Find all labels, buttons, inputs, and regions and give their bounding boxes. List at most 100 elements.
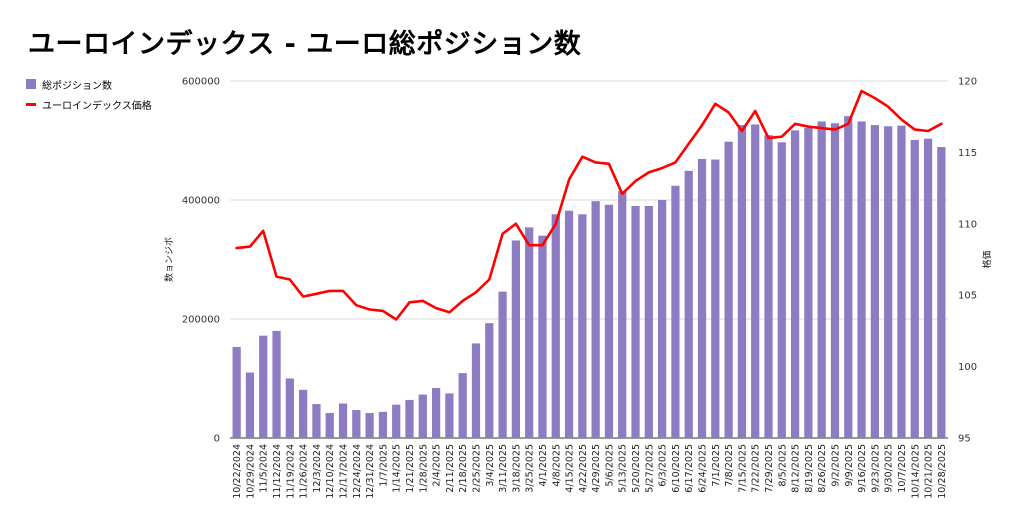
y-axis-left: 0 200000 400000 600000 数ョンジボ <box>163 77 220 445</box>
x-tick-label: 12/10/2024 <box>325 444 336 499</box>
x-tick-label: 9/2/2025 <box>831 444 842 487</box>
y-tick-label-right: 95 <box>958 434 971 445</box>
x-tick-label: 5/20/2025 <box>631 444 642 493</box>
x-tick-label: 8/26/2025 <box>817 444 828 493</box>
x-tick-label: 4/1/2025 <box>538 444 549 487</box>
bar <box>312 404 321 438</box>
legend: 総ポジション数 ユーロインデックス価格 <box>26 74 152 114</box>
y-tick-label-left: 0 <box>214 434 220 445</box>
x-tick-label: 12/3/2024 <box>312 444 323 493</box>
x-tick-label: 4/15/2025 <box>565 444 576 493</box>
x-tick-label: 1/28/2025 <box>418 444 429 493</box>
bar <box>511 240 520 438</box>
x-tick-label: 2/4/2025 <box>432 444 443 487</box>
x-tick-label: 10/14/2025 <box>910 444 921 499</box>
x-tick-label: 5/27/2025 <box>644 444 655 493</box>
x-tick-label: 11/5/2024 <box>259 444 270 493</box>
x-tick-label: 10/28/2025 <box>937 444 948 499</box>
bar <box>458 373 467 438</box>
bar <box>498 291 507 438</box>
bar <box>338 403 348 438</box>
bar <box>485 323 494 438</box>
x-tick-label: 3/18/2025 <box>511 444 522 493</box>
y-tick-label-right: 105 <box>958 291 977 302</box>
bar <box>245 372 255 438</box>
y-tick-label-right: 115 <box>958 148 977 159</box>
x-tick-label: 10/22/2024 <box>232 444 243 499</box>
x-tick-label: 6/10/2025 <box>671 444 682 493</box>
bar <box>405 399 414 438</box>
y-axis-title-right: 格価 <box>981 250 993 268</box>
x-tick-label: 1/7/2025 <box>378 444 389 487</box>
x-tick-label: 7/22/2025 <box>751 444 762 493</box>
bar <box>285 378 294 438</box>
bar <box>591 201 600 438</box>
x-tick-label: 9/30/2025 <box>884 444 895 493</box>
bar <box>658 200 667 438</box>
x-tick-label: 8/12/2025 <box>791 444 802 493</box>
x-tick-label: 6/24/2025 <box>698 444 709 493</box>
legend-item-line: ユーロインデックス価格 <box>26 94 152 114</box>
x-tick-label: 8/5/2025 <box>777 444 788 487</box>
legend-swatch-line <box>26 102 36 106</box>
bar <box>724 141 733 438</box>
y-axis-title-left: 数ョンジボ <box>163 237 175 282</box>
x-tick-label: 7/1/2025 <box>711 444 722 487</box>
bar <box>631 205 640 438</box>
bar <box>418 394 427 438</box>
bar <box>910 139 919 438</box>
x-tick-label: 10/7/2025 <box>897 444 908 493</box>
bar <box>777 142 786 438</box>
bar <box>923 138 933 438</box>
x-tick-label: 7/8/2025 <box>724 444 735 487</box>
y-tick-label-right: 110 <box>958 219 977 230</box>
x-tick-label: 9/16/2025 <box>857 444 868 493</box>
x-tick-label: 6/17/2025 <box>684 444 695 493</box>
bar <box>431 388 441 438</box>
bar <box>671 185 680 438</box>
x-tick-label: 10/29/2024 <box>245 444 256 499</box>
x-tick-label: 2/11/2025 <box>445 444 456 493</box>
bar <box>378 411 388 438</box>
y-tick-label-left: 600000 <box>182 77 220 88</box>
x-tick-label: 9/9/2025 <box>844 444 855 487</box>
bar <box>272 330 281 438</box>
bar-series <box>232 116 946 439</box>
bar <box>804 128 813 438</box>
bar <box>445 393 454 438</box>
x-tick-label: 8/19/2025 <box>804 444 815 493</box>
bar <box>232 346 241 438</box>
bar <box>764 135 773 438</box>
bar <box>525 227 534 438</box>
x-tick-label: 5/13/2025 <box>618 444 629 493</box>
x-tick-label: 4/29/2025 <box>591 444 602 493</box>
bar <box>551 214 560 438</box>
bar <box>644 205 653 438</box>
price-line <box>235 89 943 321</box>
bar <box>604 204 614 438</box>
x-tick-label: 11/19/2024 <box>285 444 296 499</box>
x-tick-label: 3/4/2025 <box>485 444 496 487</box>
bar <box>538 235 547 438</box>
legend-swatch-bars <box>26 79 36 89</box>
x-tick-label: 12/17/2024 <box>339 444 350 499</box>
bar <box>564 210 574 438</box>
x-tick-label: 3/25/2025 <box>525 444 536 493</box>
bar <box>897 125 906 438</box>
x-axis: 10/22/2024 10/29/2024 11/5/2024 11/12/2024 1… <box>232 444 948 499</box>
x-tick-label: 1/14/2025 <box>392 444 403 493</box>
y-tick-label-right: 100 <box>958 362 977 373</box>
x-tick-label: 5/6/2025 <box>604 444 615 487</box>
x-tick-label: 6/3/2025 <box>658 444 669 487</box>
bar <box>817 121 826 439</box>
bar <box>697 158 707 438</box>
bar <box>471 343 481 438</box>
bar <box>790 130 800 438</box>
x-tick-label: 1/21/2025 <box>405 444 416 493</box>
legend-label-line: ユーロインデックス価格 <box>42 100 152 112</box>
x-tick-label: 9/23/2025 <box>870 444 881 493</box>
bar <box>618 191 627 438</box>
bar <box>578 214 587 438</box>
x-tick-label: 3/11/2025 <box>498 444 509 493</box>
